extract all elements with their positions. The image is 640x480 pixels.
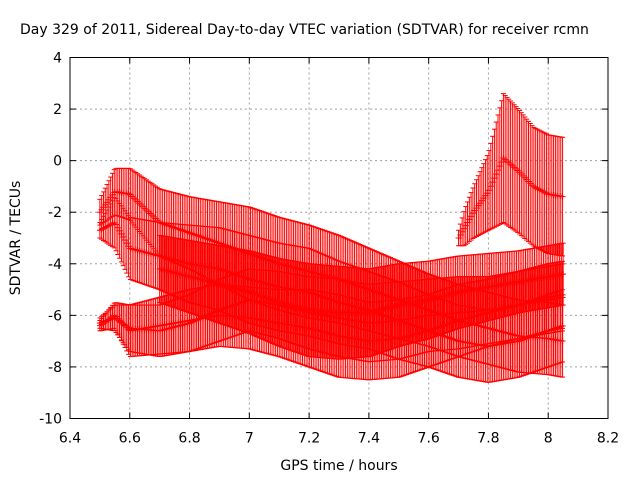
grid-lines bbox=[70, 57, 608, 419]
data-series bbox=[96, 93, 567, 383]
